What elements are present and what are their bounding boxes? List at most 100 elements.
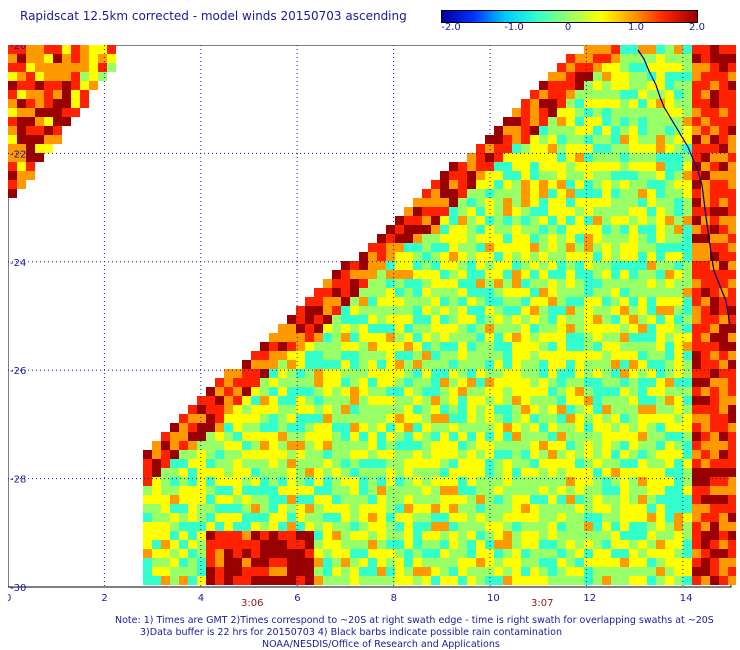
wind-cell xyxy=(593,135,602,144)
wind-cell xyxy=(683,153,692,162)
wind-cell xyxy=(728,324,736,333)
wind-cell xyxy=(602,171,611,180)
wind-cell xyxy=(656,279,665,288)
wind-cell xyxy=(656,108,665,117)
wind-cell xyxy=(665,549,674,558)
wind-cell xyxy=(449,360,458,369)
wind-cell xyxy=(557,207,566,216)
wind-cell xyxy=(674,513,683,522)
wind-cell xyxy=(503,477,512,486)
wind-cell xyxy=(485,207,494,216)
wind-cell xyxy=(44,135,53,144)
wind-cell xyxy=(719,387,728,396)
wind-cell xyxy=(485,423,494,432)
wind-cell xyxy=(584,45,593,54)
wind-cell xyxy=(521,261,530,270)
wind-cell xyxy=(566,414,575,423)
wind-cell xyxy=(683,180,692,189)
wind-cell xyxy=(476,225,485,234)
wind-cell xyxy=(404,414,413,423)
wind-cell xyxy=(719,315,728,324)
wind-cell xyxy=(665,126,674,135)
wind-cell xyxy=(449,432,458,441)
wind-cell xyxy=(494,135,503,144)
wind-cell xyxy=(629,54,638,63)
wind-cell xyxy=(431,288,440,297)
wind-cell xyxy=(431,450,440,459)
wind-cell xyxy=(152,504,161,513)
wind-cell xyxy=(647,270,656,279)
wind-cell xyxy=(557,531,566,540)
wind-cell xyxy=(296,369,305,378)
wind-cell xyxy=(242,477,251,486)
wind-cell xyxy=(233,468,242,477)
wind-cell xyxy=(584,549,593,558)
wind-cell xyxy=(638,477,647,486)
wind-cell xyxy=(611,432,620,441)
wind-cell xyxy=(602,243,611,252)
wind-cell xyxy=(440,558,449,567)
wind-cell xyxy=(557,432,566,441)
wind-cell xyxy=(359,576,368,585)
wind-cell xyxy=(629,117,638,126)
wind-cell xyxy=(485,180,494,189)
wind-cell xyxy=(710,567,719,576)
wind-cell xyxy=(530,450,539,459)
wind-cell xyxy=(224,369,233,378)
wind-cell xyxy=(332,315,341,324)
wind-cell xyxy=(656,441,665,450)
wind-cell xyxy=(647,225,656,234)
wind-cell xyxy=(287,459,296,468)
wind-cell xyxy=(35,108,44,117)
wind-cell xyxy=(602,369,611,378)
wind-cell xyxy=(539,558,548,567)
wind-cell xyxy=(296,342,305,351)
wind-cell xyxy=(593,495,602,504)
wind-cell xyxy=(305,522,314,531)
wind-cell xyxy=(611,54,620,63)
wind-cell xyxy=(683,423,692,432)
wind-cell xyxy=(584,468,593,477)
wind-cell xyxy=(323,297,332,306)
wind-cell xyxy=(287,540,296,549)
wind-cell xyxy=(629,108,638,117)
wind-cell xyxy=(602,54,611,63)
wind-cell xyxy=(440,252,449,261)
wind-cell xyxy=(620,198,629,207)
wind-cell xyxy=(449,243,458,252)
wind-cell xyxy=(593,99,602,108)
wind-cell xyxy=(602,549,611,558)
wind-cell xyxy=(584,54,593,63)
wind-cell xyxy=(530,279,539,288)
wind-cell xyxy=(395,333,404,342)
wind-cell xyxy=(422,486,431,495)
wind-cell xyxy=(692,297,701,306)
wind-cell xyxy=(476,234,485,243)
wind-cell xyxy=(719,549,728,558)
wind-cell xyxy=(449,180,458,189)
wind-cell xyxy=(476,369,485,378)
wind-cell xyxy=(269,333,278,342)
wind-cell xyxy=(665,153,674,162)
wind-cell xyxy=(692,243,701,252)
wind-cell xyxy=(251,540,260,549)
wind-cell xyxy=(665,279,674,288)
wind-cell xyxy=(224,414,233,423)
wind-cell xyxy=(575,72,584,81)
wind-cell xyxy=(314,360,323,369)
wind-cell xyxy=(602,180,611,189)
wind-cell xyxy=(323,414,332,423)
wind-cell xyxy=(458,414,467,423)
wind-cell xyxy=(323,477,332,486)
wind-cell xyxy=(593,423,602,432)
wind-cell xyxy=(602,72,611,81)
wind-cell xyxy=(440,216,449,225)
wind-cell xyxy=(530,513,539,522)
wind-cell xyxy=(242,405,251,414)
x-tick-label: 2 xyxy=(101,593,107,604)
wind-cell xyxy=(350,333,359,342)
wind-cell xyxy=(494,351,503,360)
wind-cell xyxy=(332,387,341,396)
wind-cell xyxy=(377,477,386,486)
wind-cell xyxy=(431,189,440,198)
